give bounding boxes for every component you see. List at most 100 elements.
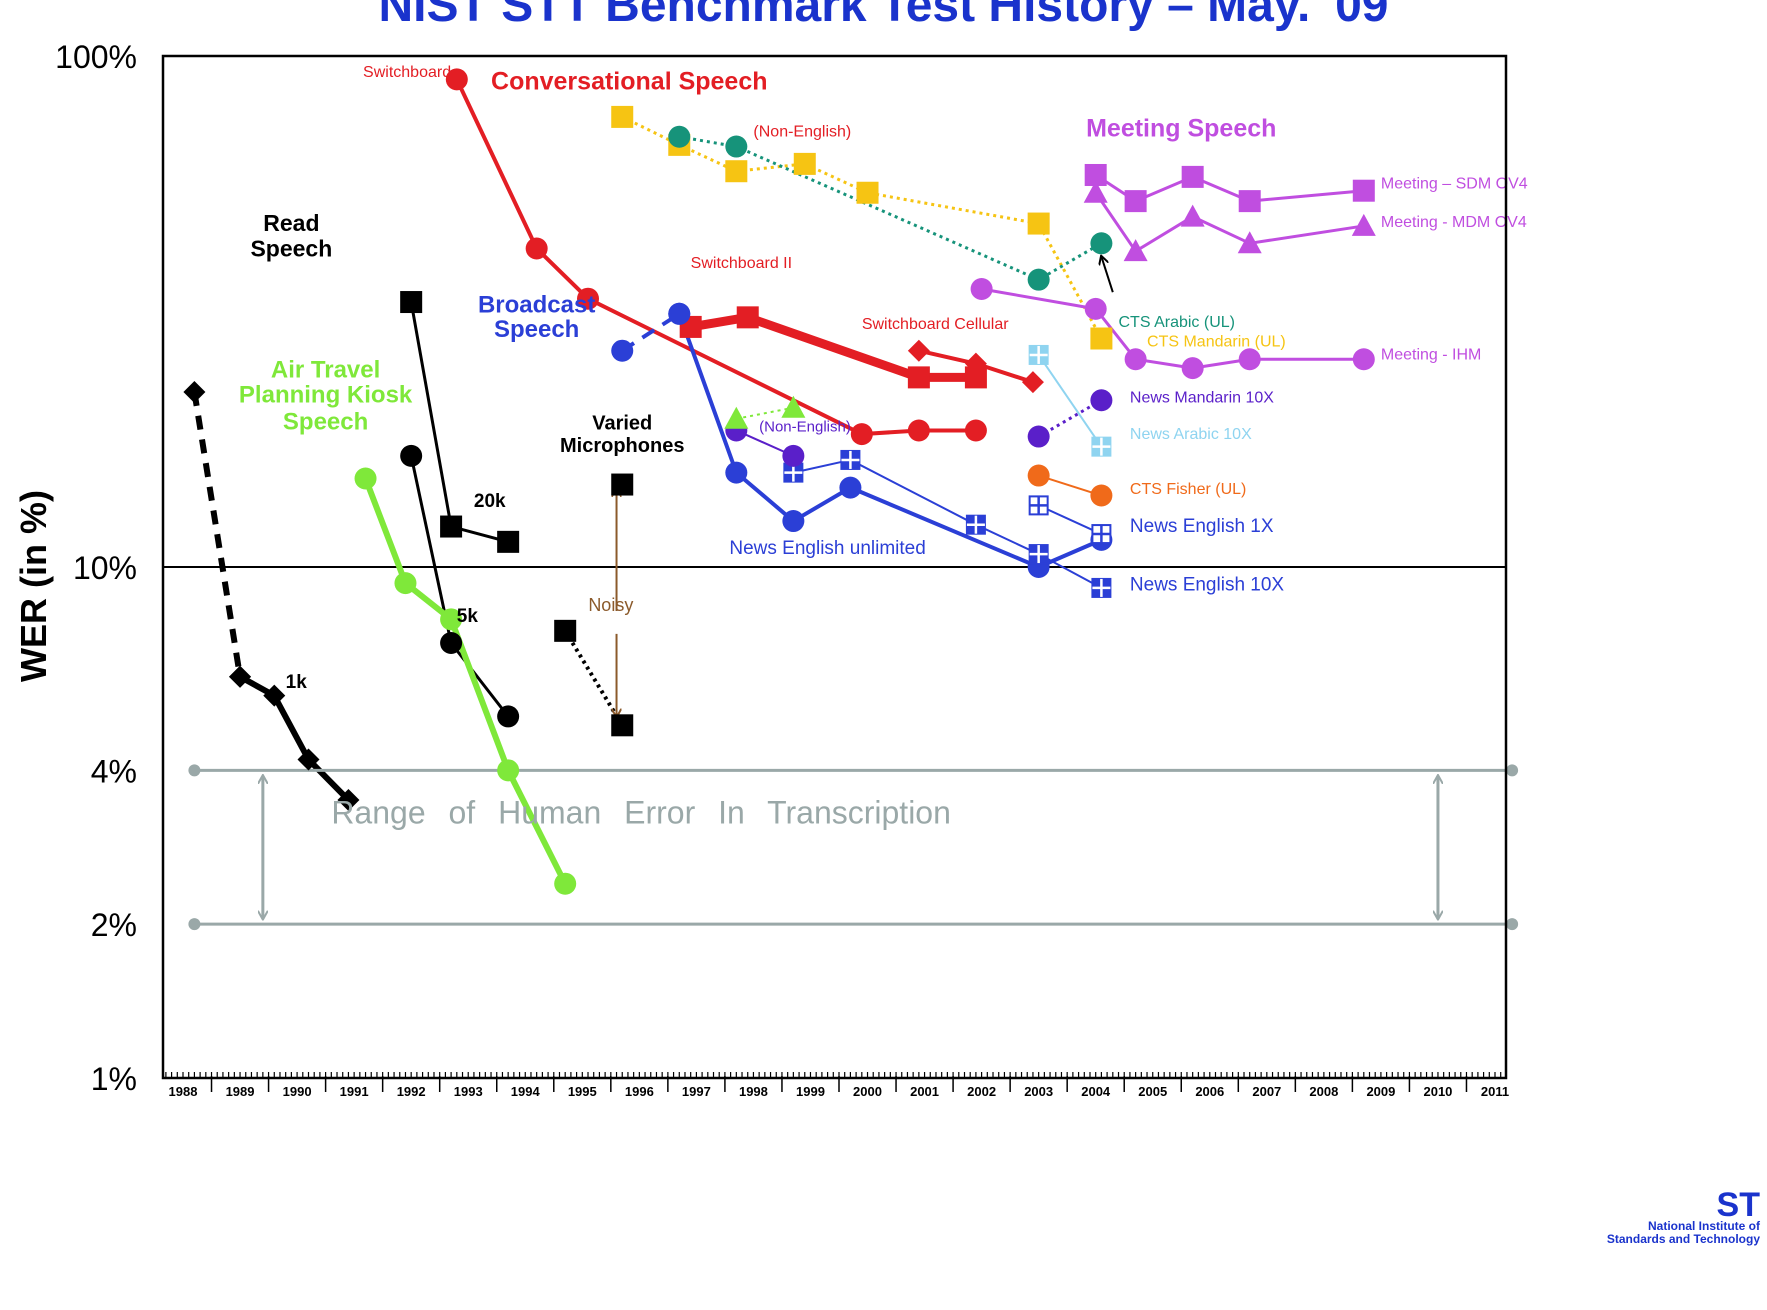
data-point-21-1 [1091,436,1112,457]
data-point-20-1 [1090,389,1113,412]
data-point-17-4 [1091,577,1112,598]
data-point-10-3 [793,152,816,175]
annotation-17: Speech [283,408,368,435]
annotation-7: Broadcast [478,291,595,318]
series-line-23 [1038,504,1102,535]
data-point-12-3 [1238,190,1261,213]
nist-logo: ST National Institute of Standards and T… [1570,1188,1760,1246]
data-point-14-0 [970,277,993,300]
y-tick-label-0: 100% [55,39,137,75]
data-point-10-6 [1090,327,1113,350]
data-point-8-2 [907,366,930,389]
annotation-24: 20k [474,491,506,512]
data-point-1-1 [263,684,286,707]
annotation-20: Microphones [560,435,684,457]
x-tick-label-3: 1991 [340,1084,369,1099]
data-point-14-1 [1084,297,1107,320]
data-point-1-0 [229,665,252,688]
data-point-19-1 [781,395,806,418]
data-point-8-1 [736,306,759,329]
data-point-16-3 [839,476,862,499]
data-point-14-5 [1352,348,1375,371]
data-point-17-3 [1028,544,1049,565]
data-point-9-2 [1021,371,1044,394]
x-tick-label-2: 1990 [283,1084,312,1099]
nist-logo-line1: National Institute of [1648,1219,1760,1233]
data-point-16-1 [725,461,748,484]
data-point-18-1 [782,444,805,467]
data-point-24-1 [1506,764,1519,777]
data-point-4-1 [611,714,634,737]
x-tick-label-16: 2004 [1081,1084,1111,1099]
data-point-21-0 [1028,344,1049,365]
data-point-6-0 [354,467,377,490]
x-tick-label-5: 1993 [454,1084,483,1099]
data-point-11-0 [668,125,691,148]
data-point-6-4 [554,872,577,895]
data-point-13-2 [1180,204,1205,227]
annotation-3: Meeting Speech [1086,115,1276,143]
data-point-9-0 [907,339,930,362]
x-tick-label-13: 2001 [910,1084,939,1099]
annotation-2: (Non-English) [753,124,851,141]
annotation-11: Meeting - MDM OV4 [1381,214,1527,231]
plot-frame [161,54,1508,1080]
annotation-30: 1k [286,672,308,693]
annotation-19: Varied [592,412,652,434]
data-point-10-4 [856,181,879,204]
x-tick-label-22: 2010 [1423,1084,1452,1099]
data-point-22-0 [1027,464,1050,487]
series-line-15 [621,312,681,353]
x-tick-label-0: 1988 [169,1084,198,1099]
data-point-7-4 [907,419,930,442]
data-point-17-1 [840,449,861,470]
data-point-17-2 [965,514,986,535]
data-point-25-1 [1506,918,1519,931]
data-point-9-1 [964,352,987,375]
x-tick-label-20: 2008 [1309,1084,1338,1099]
series-line-19 [736,406,794,420]
data-point-10-2 [725,160,748,183]
data-point-0-0 [183,381,206,404]
data-point-5-0 [611,473,634,496]
data-point-14-3 [1181,357,1204,380]
y-tick-label-1: 10% [73,550,137,586]
series-line-8 [689,312,976,382]
x-tick-label-23: 2011 [1481,1084,1509,1099]
x-tick-label-4: 1992 [397,1084,426,1099]
series-line-4 [563,629,624,727]
series-line-14 [981,287,1364,370]
annotation-21: (Non-English) [759,419,851,436]
data-point-12-2 [1181,165,1204,188]
annotation-23: CTS Fisher (UL) [1130,481,1246,498]
data-point-15-0 [611,339,634,362]
data-point-6-1 [394,572,417,595]
x-tick-label-6: 1994 [511,1084,541,1099]
annotation-29: News English 10X [1130,574,1285,595]
data-point-10-5 [1027,212,1050,235]
data-point-24-0 [188,764,201,777]
data-point-23-1 [1091,524,1112,545]
series-line-1 [238,674,351,803]
x-tick-label-17: 2005 [1138,1084,1167,1099]
data-point-2-0 [400,291,423,314]
data-point-8-3 [964,366,987,389]
data-point-11-2 [1027,268,1050,291]
data-point-11-3 [1090,232,1113,255]
x-tick-label-10: 1998 [739,1084,768,1099]
data-point-7-0 [445,68,468,91]
nist-logo-line2: Standards and Technology [1606,1232,1760,1246]
data-point-3-0 [400,444,423,467]
x-tick-label-8: 1996 [625,1084,654,1099]
data-point-2-2 [497,530,520,553]
x-tick-label-12: 2000 [853,1084,882,1099]
annotation-13: CTS Mandarin (UL) [1147,334,1286,351]
data-point-7-2 [577,287,600,310]
annotation-28: 5k [457,606,479,627]
data-point-3-1 [440,632,463,655]
data-point-3-2 [497,705,520,728]
annotation-0: Switchboard [363,64,451,81]
x-tick-label-15: 2003 [1024,1084,1053,1099]
x-tick-label-21: 2009 [1366,1084,1395,1099]
